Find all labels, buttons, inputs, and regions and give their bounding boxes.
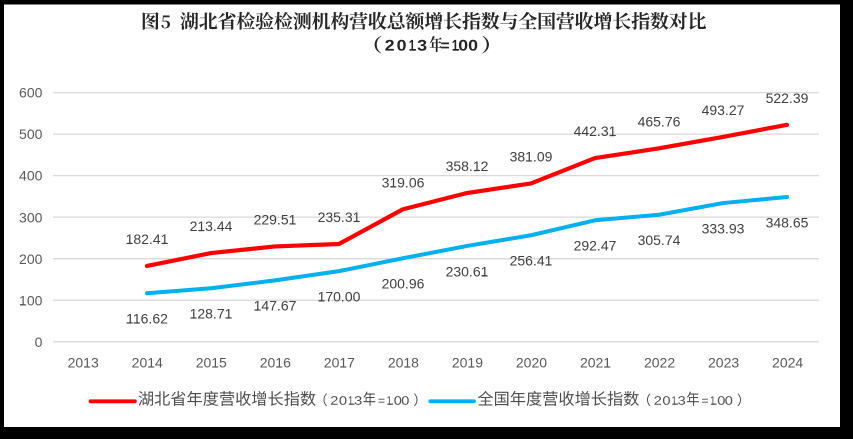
svg-text:500: 500	[19, 126, 43, 142]
svg-text:465.76: 465.76	[638, 113, 681, 129]
svg-text:200.96: 200.96	[382, 276, 425, 292]
svg-text:0: 0	[35, 334, 43, 350]
svg-text:319.06: 319.06	[382, 174, 425, 190]
svg-text:230.61: 230.61	[446, 263, 489, 279]
svg-text:358.12: 358.12	[446, 158, 489, 174]
svg-text:348.65: 348.65	[766, 214, 809, 230]
svg-text:600: 600	[19, 85, 43, 101]
svg-text:128.71: 128.71	[190, 306, 233, 322]
svg-text:100: 100	[19, 292, 43, 308]
svg-text:2024: 2024	[772, 355, 803, 371]
svg-text:2018: 2018	[388, 355, 419, 371]
svg-text:116.62: 116.62	[126, 311, 168, 327]
svg-text:300: 300	[19, 209, 43, 225]
svg-text:256.41: 256.41	[510, 253, 553, 269]
svg-text:2022: 2022	[644, 355, 675, 371]
svg-text:2017: 2017	[324, 355, 355, 371]
svg-text:522.39: 522.39	[766, 90, 809, 106]
svg-text:305.74: 305.74	[638, 232, 681, 248]
svg-text:2013: 2013	[68, 355, 99, 371]
svg-text:292.47: 292.47	[574, 238, 617, 254]
svg-text:333.93: 333.93	[702, 220, 745, 236]
svg-text:229.51: 229.51	[254, 212, 297, 228]
svg-text:147.67: 147.67	[254, 298, 297, 314]
svg-text:493.27: 493.27	[702, 102, 745, 118]
svg-text:2014: 2014	[132, 355, 163, 371]
svg-text:381.09: 381.09	[510, 149, 553, 165]
svg-text:2023: 2023	[708, 355, 739, 371]
svg-text:235.31: 235.31	[318, 209, 361, 225]
svg-text:200: 200	[19, 251, 43, 267]
svg-text:2015: 2015	[196, 355, 227, 371]
svg-text:170.00: 170.00	[318, 288, 361, 304]
svg-text:2016: 2016	[260, 355, 291, 371]
svg-text:400: 400	[19, 168, 43, 184]
svg-text:442.31: 442.31	[574, 123, 617, 139]
svg-text:2021: 2021	[580, 355, 611, 371]
svg-text:2019: 2019	[452, 355, 483, 371]
svg-text:182.41: 182.41	[126, 231, 169, 247]
svg-text:2020: 2020	[516, 355, 547, 371]
svg-text:213.44: 213.44	[190, 218, 233, 234]
